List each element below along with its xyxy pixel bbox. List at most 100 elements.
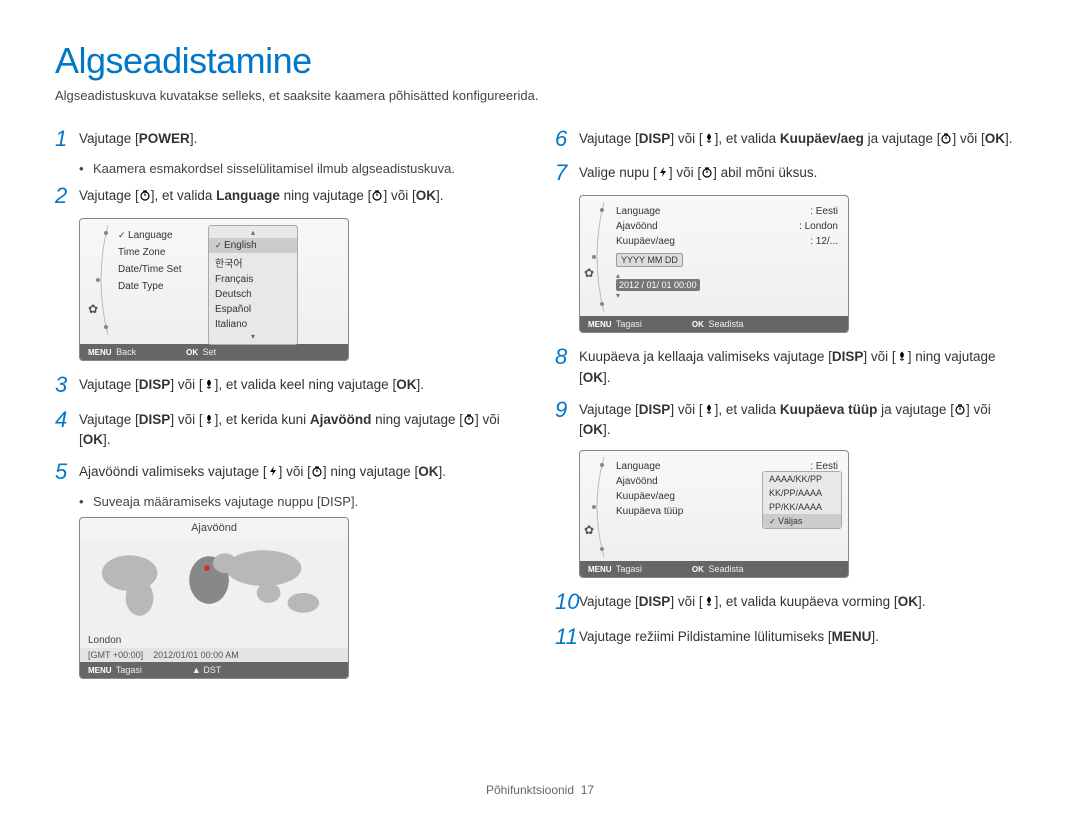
t: Ajavööndi valimiseks vajutage [ xyxy=(79,464,267,479)
t: ] või [ xyxy=(863,349,895,364)
step-number: 10 xyxy=(555,590,579,614)
drop-option[interactable]: English xyxy=(209,238,297,253)
language-dropdown[interactable]: ▴ English 한국어 Français Deutsch Español I… xyxy=(208,225,298,345)
timer-icon xyxy=(371,187,383,199)
timer-icon xyxy=(311,463,323,475)
disp-label: DISP xyxy=(639,402,671,417)
ok-label: OK xyxy=(898,594,918,609)
drop-option[interactable]: Español xyxy=(209,302,297,317)
step-6: 6 Vajutage [DISP] või [], et valida Kuup… xyxy=(555,127,1025,151)
t: ] või [ xyxy=(669,165,701,180)
page-number: 17 xyxy=(581,783,594,797)
row-label: Kuupäeva tüüp xyxy=(616,506,683,517)
t: Vajutage [ xyxy=(79,188,139,203)
gear-icon: ✿ xyxy=(88,302,98,316)
step1-bullet: • Kaamera esmakordsel sisselülitamisel i… xyxy=(79,161,525,176)
disp-label: DISP xyxy=(832,349,864,364)
row-label: Kuupäev/aeg xyxy=(616,236,675,247)
t: Vajutage režiimi Pildistamine lülitumise… xyxy=(579,629,832,644)
t: Vajutage [ xyxy=(579,402,639,417)
macro-icon xyxy=(203,376,215,388)
step-number: 6 xyxy=(555,127,579,151)
row-label: Language xyxy=(616,206,661,217)
row-label: Ajavöönd xyxy=(616,221,658,232)
t: ], et valida keel ning vajutage [ xyxy=(215,377,397,392)
drop-option[interactable]: Français xyxy=(209,272,297,287)
timer-icon xyxy=(940,130,952,142)
left-column: 1 Vajutage [POWER]. • Kaamera esmakordse… xyxy=(55,127,525,691)
step-4: 4 Vajutage [DISP] või [], et kerida kuni… xyxy=(55,408,525,451)
foot-label: DST xyxy=(203,665,221,675)
timer-icon xyxy=(701,164,713,176)
menu-key: MENU xyxy=(588,320,612,329)
t: ] või [ xyxy=(670,594,702,609)
menu-label: MENU xyxy=(832,629,872,644)
power-label: POWER xyxy=(139,131,190,146)
row-label: Language xyxy=(616,461,661,472)
drop-option[interactable]: 한국어 xyxy=(209,253,297,272)
drop-option[interactable]: Väljas xyxy=(763,514,841,528)
timezone-panel: Ajavöönd London [GMT +00:00] 2012/01/01 … xyxy=(79,517,349,679)
step-5: 5 Ajavööndi valimiseks vajutage [] või [… xyxy=(55,460,525,484)
t: Valige nupu [ xyxy=(579,165,657,180)
drop-option[interactable]: Italiano xyxy=(209,317,297,332)
menu-key: MENU xyxy=(588,565,612,574)
ok-key: OK xyxy=(692,565,704,574)
t: ] või [ xyxy=(670,131,702,146)
ok-label: OK xyxy=(416,188,436,203)
world-map xyxy=(80,538,348,633)
step5-bullet: • Suveaja määramiseks vajutage nuppu [DI… xyxy=(79,494,525,509)
row-value: : London xyxy=(799,221,838,232)
datetime-panel: ✿ Language: Eesti Ajavöönd: London Kuupä… xyxy=(579,195,849,333)
t: ], et valida xyxy=(151,188,216,203)
text: ]. xyxy=(190,131,198,146)
foot-label: Tagasi xyxy=(116,665,142,675)
list-item[interactable]: Date Type xyxy=(118,278,196,295)
t: ning vajutage [ xyxy=(280,188,372,203)
row-value: : Eesti xyxy=(810,206,838,217)
t: ]. xyxy=(351,494,358,509)
t: ] või [ xyxy=(952,131,984,146)
t: ]. xyxy=(416,377,424,392)
t: ] või [ xyxy=(170,377,202,392)
panel-footer: MENU Back OK Set xyxy=(80,344,348,360)
t: ja vajutage [ xyxy=(877,402,954,417)
datetype-dropdown[interactable]: AAAA/KK/PP KK/PP/AAAA PP/KK/AAAA Väljas xyxy=(762,471,842,529)
foot-label: Set xyxy=(203,347,217,357)
t: ] või [ xyxy=(383,188,415,203)
text: Vajutage [ xyxy=(79,131,139,146)
t: ] või [ xyxy=(670,402,702,417)
panel-footer: MENU Tagasi ▲ DST xyxy=(80,662,348,678)
step-1: 1 Vajutage [POWER]. xyxy=(55,127,525,151)
step-number: 5 xyxy=(55,460,79,484)
ok-label: OK xyxy=(418,464,438,479)
drop-option[interactable]: Deutsch xyxy=(209,287,297,302)
footer-label: Põhifunktsioonid xyxy=(486,783,574,797)
drop-option[interactable]: KK/PP/AAAA xyxy=(763,486,841,500)
timer-icon xyxy=(954,401,966,413)
step-number: 2 xyxy=(55,184,79,208)
step-8: 8 Kuupäeva ja kellaaja valimiseks vajuta… xyxy=(555,345,1025,388)
t: ning vajutage [ xyxy=(371,412,463,427)
menu-key: MENU xyxy=(88,666,112,675)
step-number: 1 xyxy=(55,127,79,151)
list-item[interactable]: Language xyxy=(118,227,196,244)
tz-bold: Ajavöönd xyxy=(310,412,372,427)
date-value-box[interactable]: 2012 / 01/ 01 00:00 xyxy=(616,279,700,291)
macro-icon xyxy=(896,348,908,360)
ok-label: OK xyxy=(985,131,1005,146)
page-title: Algseadistamine xyxy=(55,40,1025,82)
t: ] abil mõni üksus. xyxy=(713,165,817,180)
foot-label: Seadista xyxy=(708,319,743,329)
foot-label: Seadista xyxy=(708,564,743,574)
step-number: 7 xyxy=(555,161,579,185)
list-item[interactable]: Time Zone xyxy=(118,244,196,261)
ok-key: OK xyxy=(186,348,198,357)
timer-icon xyxy=(463,411,475,423)
drop-option[interactable]: AAAA/KK/PP xyxy=(763,472,841,486)
t: ja vajutage [ xyxy=(864,131,941,146)
foot-label: Back xyxy=(116,347,136,357)
language-bold: Language xyxy=(216,188,280,203)
list-item[interactable]: Date/Time Set xyxy=(118,261,196,278)
drop-option[interactable]: PP/KK/AAAA xyxy=(763,500,841,514)
